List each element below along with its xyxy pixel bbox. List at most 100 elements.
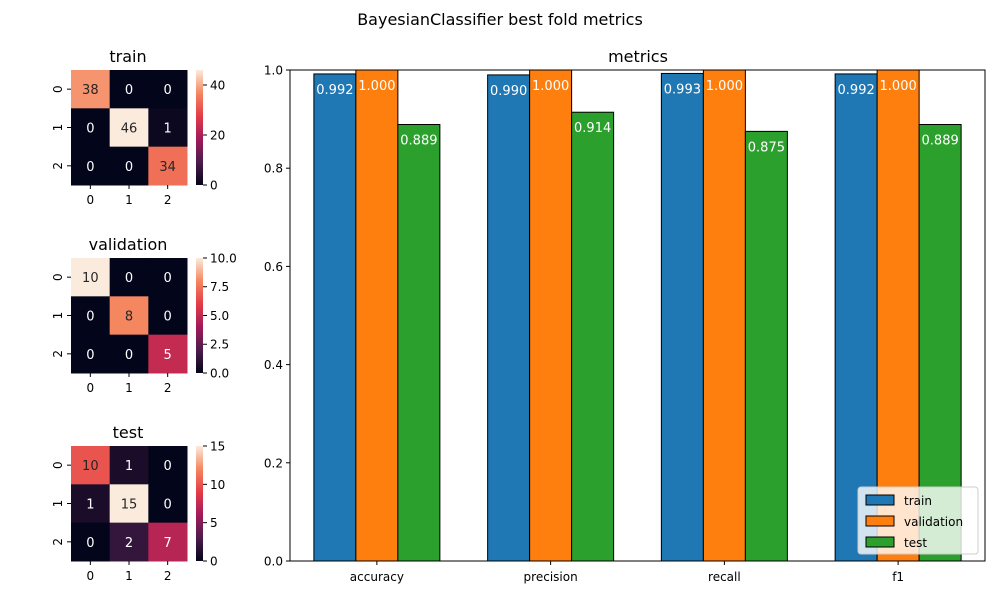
y-tick-label: 0.6 (264, 260, 283, 274)
heatmap-cell-label: 2 (125, 536, 133, 551)
heatmap-cell-label: 0 (164, 459, 172, 474)
bar-value-label: 0.992 (316, 83, 353, 98)
y-tick-label: 1 (51, 312, 65, 320)
heatmap-cell (71, 484, 111, 524)
bar-train (313, 73, 357, 562)
heatmap-cell (109, 258, 149, 297)
legend-label-train: train (904, 494, 932, 508)
heatmap-cell (148, 146, 188, 186)
heatmap-cell (71, 146, 111, 186)
heatmap-cell-label: 46 (121, 121, 138, 136)
bar-test (744, 130, 788, 562)
bar-value-label: 1.000 (706, 79, 743, 94)
heatmap-cell-label: 0 (164, 271, 172, 286)
train-heatmap-title: train (109, 47, 146, 66)
colorbar-tick-label: 10.0 (210, 252, 237, 266)
heatmap-cell-label: 10 (82, 459, 99, 474)
heatmap-cell (109, 146, 149, 186)
colorbar-tick-label: 0.0 (210, 366, 229, 380)
heatmap-cell (109, 446, 149, 485)
y-tick-label: 0 (51, 461, 65, 469)
colorbar-tick-label: 0 (210, 554, 218, 568)
x-tick-label: 1 (125, 381, 133, 395)
heatmap-cell (109, 296, 149, 336)
colorbar-tick-label: 2.5 (210, 338, 229, 352)
bar-value-label: 1.000 (358, 79, 395, 94)
y-tick-label: 2 (51, 162, 65, 170)
bar-validation (529, 69, 573, 562)
heatmap-cell-label: 1 (125, 459, 133, 474)
heatmap-cell (71, 334, 111, 374)
legend-swatch-validation (865, 515, 895, 527)
legend-label-validation: validation (904, 515, 963, 529)
y-tick-label: 0.0 (264, 555, 283, 569)
heatmap-cell (71, 522, 111, 562)
colorbar-tick-label: 7.5 (210, 280, 229, 294)
x-tick-label: 0 (87, 193, 95, 207)
y-tick-label: 0 (51, 85, 65, 93)
heatmap-cell-label: 0 (125, 271, 133, 286)
validation-confusion-matrix: validation 10 0 0 0 8 0 0 0 5 0 1 2 0 1 2 0.0 2.5 5.0 7.5 1… (51, 235, 237, 395)
heatmap-cell-label: 0 (86, 309, 94, 324)
colorbar (196, 70, 203, 185)
colorbar-tick-label: 10 (210, 478, 225, 492)
bar-value-label: 1.000 (880, 79, 917, 94)
colorbar (196, 446, 203, 561)
legend-swatch-test (865, 536, 895, 548)
heatmap-cell (109, 108, 149, 148)
heatmap-cell (71, 446, 111, 485)
bar-value-label: 0.889 (922, 134, 959, 149)
heatmap-cell-label: 38 (82, 83, 99, 98)
bar-validation (355, 69, 399, 562)
bar-value-label: 0.889 (400, 134, 437, 149)
plot-frame (289, 69, 986, 562)
heatmap-cell-label: 0 (86, 121, 94, 136)
heatmap-cell (148, 522, 188, 562)
figure-title: BayesianClassifier best fold metrics (357, 10, 643, 29)
legend[interactable]: train validation test (857, 486, 979, 555)
heatmap-cell-label: 0 (164, 497, 172, 512)
x-tick-label: precision (524, 570, 578, 584)
heatmap-cell-label: 1 (86, 497, 94, 512)
colorbar-tick-label: 15 (210, 440, 225, 454)
heatmap-cell (148, 258, 188, 297)
heatmap-cell (148, 296, 188, 336)
heatmap-cell (148, 446, 188, 485)
heatmap-cell (109, 334, 149, 374)
x-tick-label: 2 (164, 193, 172, 207)
bar-validation (702, 69, 746, 562)
x-tick-label: accuracy (350, 570, 404, 584)
heatmap-cell-label: 15 (121, 497, 138, 512)
heatmap-cell-label: 0 (86, 160, 94, 175)
y-tick-label: 0.2 (264, 456, 283, 470)
bar-value-label: 0.914 (574, 121, 611, 136)
heatmap-cell (148, 334, 188, 374)
heatmap-cell-label: 1 (164, 121, 172, 136)
y-tick-label: 2 (51, 538, 65, 546)
bar-train (660, 72, 704, 562)
colorbar-tick-label: 5.0 (210, 309, 229, 323)
colorbar-tick-label: 20 (210, 128, 225, 142)
x-tick-label: 0 (87, 569, 95, 583)
heatmap-cell-label: 0 (125, 348, 133, 363)
heatmap-cell (71, 108, 111, 148)
bar-value-label: 0.990 (490, 84, 527, 99)
y-tick-label: 1 (51, 124, 65, 132)
bar-axes: 0.0 0.2 0.4 0.6 0.8 1.0 accuracy precision recal… (264, 64, 986, 584)
y-tick-label: 0.8 (264, 162, 283, 176)
bar-value-label: 1.000 (532, 79, 569, 94)
test-heatmap-title: test (113, 423, 144, 442)
heatmap-cell-label: 7 (164, 536, 172, 551)
heatmap-cell-label: 0 (164, 83, 172, 98)
colorbar-tick-label: 5 (210, 516, 218, 530)
x-tick-label: 0 (87, 381, 95, 395)
heatmap-cell (71, 258, 111, 297)
heatmap-cell (71, 296, 111, 336)
heatmap-cell (109, 484, 149, 524)
validation-heatmap-title: validation (89, 235, 168, 254)
x-tick-label: f1 (892, 570, 904, 584)
bar-value-label: 0.993 (664, 82, 701, 97)
heatmap-cell (148, 70, 188, 109)
